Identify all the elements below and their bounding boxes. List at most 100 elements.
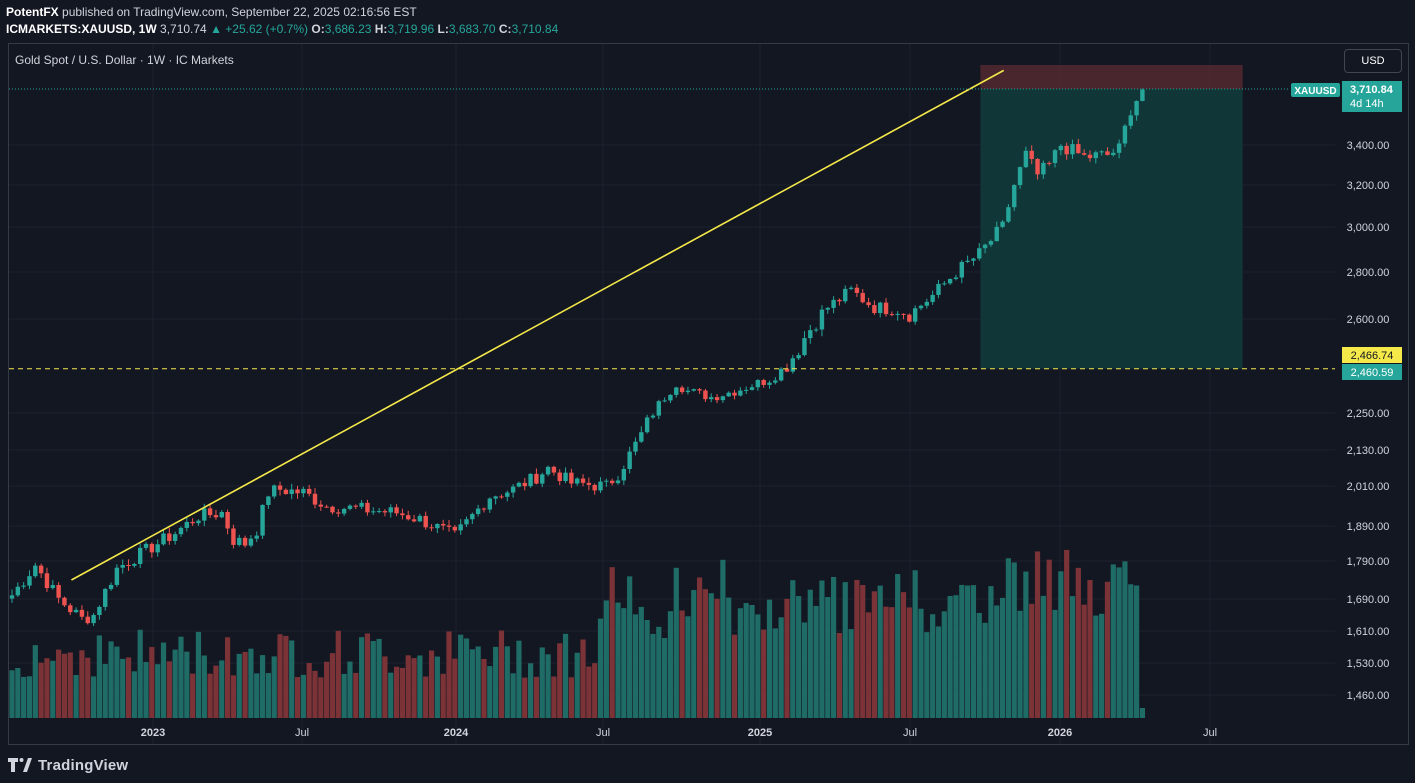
- candle-body: [674, 387, 679, 395]
- volume-bar: [959, 584, 965, 718]
- volume-bar: [1034, 551, 1041, 718]
- candle-body: [1058, 145, 1064, 151]
- volume-bar: [289, 640, 295, 718]
- volume-bar: [85, 657, 91, 718]
- volume-bar: [1128, 584, 1134, 718]
- candle-body: [982, 244, 988, 249]
- candle-body: [289, 489, 294, 495]
- candle-body: [1017, 167, 1023, 186]
- volume-bar: [1052, 609, 1058, 718]
- volume-bar: [32, 645, 38, 718]
- currency-button[interactable]: USD: [1344, 49, 1402, 73]
- candle-body: [557, 472, 562, 482]
- y-tick-label: 3,200.00: [1347, 180, 1390, 192]
- volume-bar: [510, 673, 516, 718]
- candle-body: [697, 389, 702, 391]
- volume-bar: [213, 665, 219, 718]
- volume-bar: [778, 617, 784, 718]
- candle-body: [353, 505, 358, 507]
- candle-body: [848, 287, 854, 289]
- candle-body: [726, 392, 731, 397]
- candle-body: [254, 535, 259, 539]
- volume-bar: [906, 607, 912, 718]
- candle-body: [1064, 145, 1069, 155]
- volume-bar: [230, 675, 237, 718]
- candle-body: [499, 496, 504, 498]
- candle-body: [790, 358, 796, 372]
- volume-bar: [965, 585, 971, 718]
- volume-bar: [26, 676, 33, 718]
- volume-bar: [842, 582, 848, 718]
- candle-body: [219, 512, 224, 518]
- candle-body: [56, 585, 61, 598]
- volume-bar: [871, 591, 877, 718]
- volume-bar: [615, 602, 621, 718]
- volume-bar: [300, 674, 306, 718]
- candle-body: [551, 466, 557, 473]
- volume-bar: [941, 611, 947, 718]
- drawings[interactable]: [9, 69, 1335, 581]
- footer-brand[interactable]: TradingView: [8, 754, 128, 776]
- volume-bar: [801, 622, 808, 718]
- candle-body: [843, 288, 848, 302]
- chart-title: Gold Spot / U.S. Dollar · 1W · IC Market…: [15, 53, 234, 67]
- volume-bar: [1046, 559, 1052, 718]
- volume-bar: [9, 670, 15, 718]
- volume-bar: [125, 657, 132, 718]
- volume-bar: [411, 658, 417, 718]
- candle-body: [1029, 150, 1034, 159]
- volume-bar: [1058, 571, 1064, 718]
- position-tool[interactable]: [980, 65, 1243, 369]
- candle-body: [172, 534, 178, 541]
- candle-body: [609, 480, 615, 484]
- chart-frame: [8, 43, 1409, 745]
- candle-body: [639, 432, 644, 442]
- candle-body: [720, 396, 726, 401]
- candle-body: [668, 394, 673, 401]
- candle-body: [359, 502, 364, 507]
- volume-bar: [726, 597, 732, 718]
- volume-bar: [155, 664, 161, 718]
- volume-bar: [935, 626, 942, 718]
- candle-body: [872, 305, 877, 314]
- volume-bar: [685, 616, 691, 718]
- x-tick-label: 2025: [748, 727, 772, 739]
- volume-bar: [56, 649, 62, 718]
- candle-body: [330, 506, 335, 513]
- volume-bar: [434, 656, 440, 718]
- candle-body: [778, 368, 784, 381]
- candle-body: [831, 299, 836, 308]
- candle-body: [27, 576, 32, 586]
- candles: [9, 88, 1145, 626]
- candle-body: [1046, 162, 1052, 164]
- candle-body: [33, 565, 38, 577]
- y-tick-label: 2,250.00: [1347, 408, 1390, 420]
- volume-bar: [691, 589, 697, 718]
- publisher-name[interactable]: PotentFX: [6, 5, 59, 19]
- candle-body: [312, 493, 318, 505]
- volume-bar: [953, 595, 959, 718]
- candle-body: [225, 512, 230, 529]
- high-label: H:: [374, 22, 388, 36]
- candle-body: [458, 524, 463, 531]
- volume-bar: [545, 654, 551, 718]
- volume-bar: [679, 610, 685, 718]
- candle-body: [1128, 115, 1133, 126]
- volume-bar: [405, 655, 411, 718]
- candle-body: [971, 258, 976, 261]
- volume-bar: [621, 608, 627, 718]
- candle-body: [38, 565, 44, 574]
- y-tick-label: 3,000.00: [1347, 222, 1390, 234]
- volume-bar: [195, 631, 202, 718]
- candle-body: [510, 486, 516, 493]
- published-text: published on TradingView.com, September …: [62, 5, 417, 19]
- volume-bar: [172, 649, 178, 718]
- volume-bar: [662, 638, 668, 718]
- symbol-label[interactable]: ICMARKETS:XAUUSD, 1W: [6, 22, 157, 36]
- candle-body: [1052, 150, 1058, 164]
- volume-bar: [1005, 558, 1012, 718]
- candle-body: [155, 544, 160, 553]
- price-change: ▲ +25.62 (+0.7%): [210, 22, 309, 36]
- volume-bar: [265, 673, 271, 718]
